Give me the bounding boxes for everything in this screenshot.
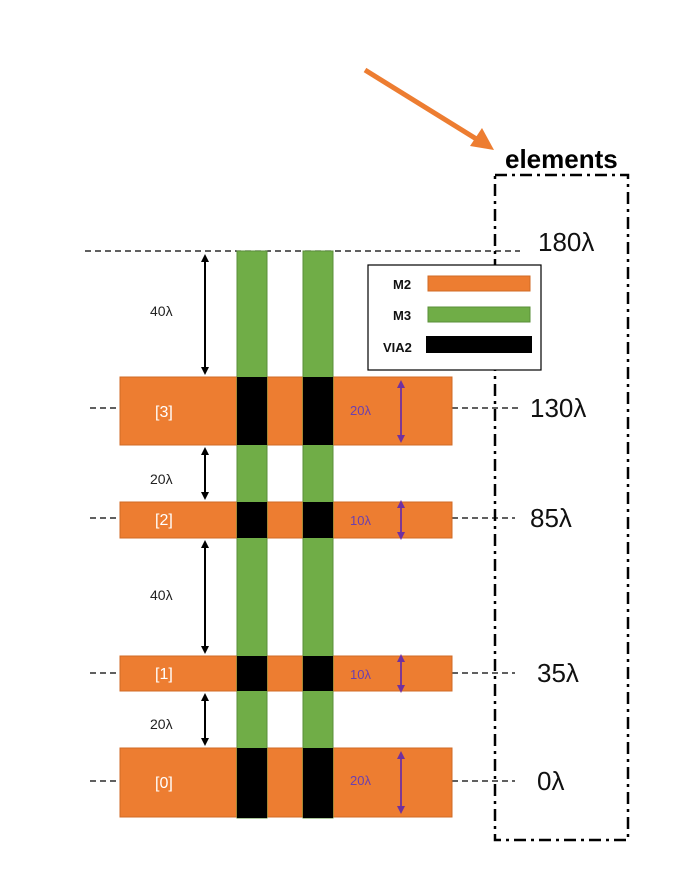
element-index-1: [1] [155,666,173,683]
legend-label-m2: M2 [393,277,411,292]
legend-label-via2: VIA2 [383,340,412,355]
m2-bar-1 [119,655,453,692]
gap-label-1: 20λ [150,471,173,487]
legend-swatch-via2 [426,336,532,353]
via2-1-right [303,656,333,691]
level-label-35: 35λ [537,658,579,688]
elements-title: elements [505,144,618,174]
level-label-0: 0λ [537,766,564,796]
thickness-label-0: 20λ [350,773,371,788]
pointer-arrow-head [470,128,494,150]
gap-label-3: 20λ [150,716,173,732]
pointer-arrow [363,67,480,143]
m2-bar-2 [119,501,453,539]
m2-bar-3 [119,376,453,446]
level-label-130: 130λ [530,393,586,423]
gap-label-0: 40λ [150,303,173,319]
via2-2-left [237,502,267,538]
via2-0-right [303,748,333,818]
level-label-85: 85λ [530,503,572,533]
m2-bar-0 [119,747,453,818]
via2-1-left [237,656,267,691]
via2-2-right [303,502,333,538]
thickness-label-2: 10λ [350,513,371,528]
legend-swatch-m2 [427,275,531,292]
element-index-3: [3] [155,404,173,421]
legend-label-m3: M3 [393,308,411,323]
thickness-label-1: 10λ [350,667,371,682]
via2-0-left [237,748,267,818]
via2-3-right [303,377,333,445]
thickness-label-3: 20λ [350,403,371,418]
level-label-180: 180λ [538,227,594,257]
legend: M2 M3 VIA2 [367,264,542,371]
via2-3-left [237,377,267,445]
element-index-2: [2] [155,512,173,529]
gap-label-2: 40λ [150,587,173,603]
legend-swatch-m3 [427,306,531,323]
element-index-0: [0] [155,775,173,792]
